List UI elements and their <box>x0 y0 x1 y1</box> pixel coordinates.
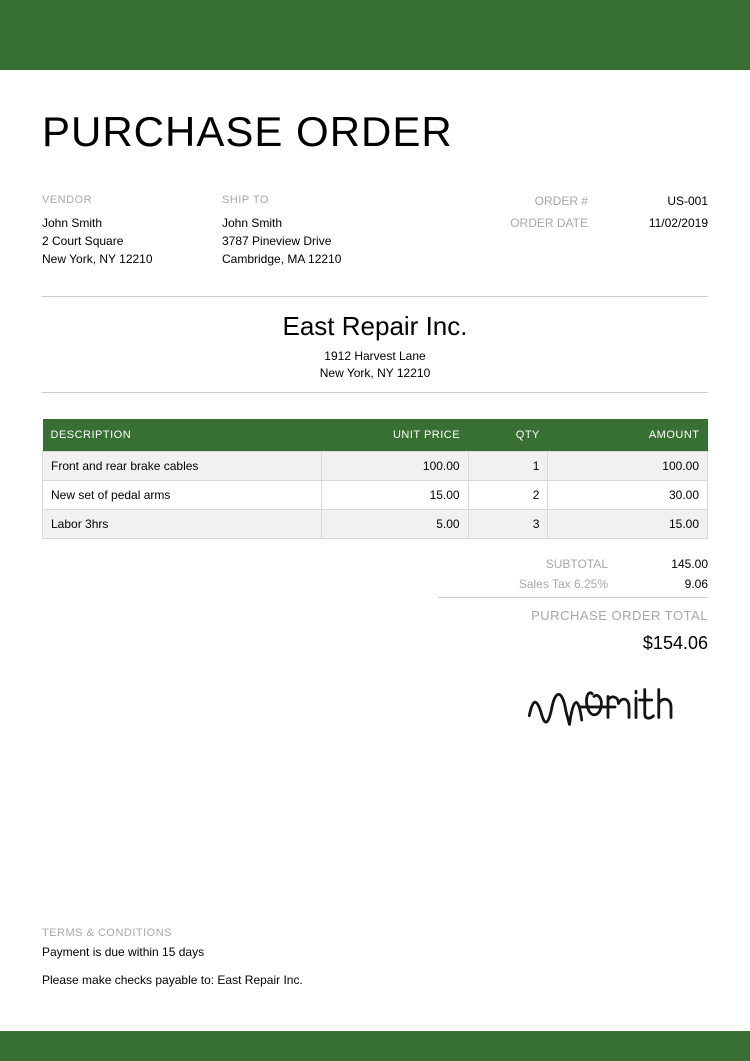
signature-icon <box>518 672 698 742</box>
order-number-value: US-001 <box>628 194 708 208</box>
header-qty: QTY <box>468 419 548 452</box>
cell-price: 5.00 <box>322 509 468 538</box>
cell-amount: 30.00 <box>548 480 708 509</box>
company-block: East Repair Inc. 1912 Harvest Lane New Y… <box>42 297 708 392</box>
table-header-row: DESCRIPTION UNIT PRICE QTY AMOUNT <box>43 419 708 452</box>
shipto-block: SHIP TO John Smith 3787 Pineview Drive C… <box>222 194 402 268</box>
company-street: 1912 Harvest Lane <box>42 348 708 365</box>
bottom-accent-bar <box>0 1031 750 1061</box>
shipto-city: Cambridge, MA 12210 <box>222 250 402 268</box>
company-city: New York, NY 12210 <box>42 365 708 382</box>
top-accent-bar <box>0 0 750 70</box>
shipto-street: 3787 Pineview Drive <box>222 232 402 250</box>
table-row: New set of pedal arms15.00230.00 <box>43 480 708 509</box>
grand-total-label: PURCHASE ORDER TOTAL <box>42 608 708 623</box>
signature-block <box>42 672 708 745</box>
order-number-label: ORDER # <box>498 194 588 208</box>
subtotal-value: 145.00 <box>608 557 708 571</box>
tax-label: Sales Tax 6.25% <box>448 577 608 591</box>
header-info-row: VENDOR John Smith 2 Court Square New Yor… <box>42 194 708 268</box>
cell-desc: Front and rear brake cables <box>43 451 322 480</box>
cell-amount: 100.00 <box>548 451 708 480</box>
order-date-value: 11/02/2019 <box>628 216 708 230</box>
vendor-street: 2 Court Square <box>42 232 222 250</box>
shipto-label: SHIP TO <box>222 194 402 206</box>
cell-qty: 3 <box>468 509 548 538</box>
subtotal-label: SUBTOTAL <box>448 557 608 571</box>
tax-value: 9.06 <box>608 577 708 591</box>
cell-desc: New set of pedal arms <box>43 480 322 509</box>
cell-price: 15.00 <box>322 480 468 509</box>
cell-qty: 2 <box>468 480 548 509</box>
terms-line-1: Payment is due within 15 days <box>42 945 708 959</box>
line-items-table: DESCRIPTION UNIT PRICE QTY AMOUNT Front … <box>42 419 708 539</box>
header-description: DESCRIPTION <box>43 419 322 452</box>
table-row: Labor 3hrs5.00315.00 <box>43 509 708 538</box>
order-meta-block: ORDER # US-001 ORDER DATE 11/02/2019 <box>402 194 708 268</box>
shipto-name: John Smith <box>222 214 402 232</box>
cell-price: 100.00 <box>322 451 468 480</box>
vendor-block: VENDOR John Smith 2 Court Square New Yor… <box>42 194 222 268</box>
header-amount: AMOUNT <box>548 419 708 452</box>
grand-total-value: $154.06 <box>42 633 708 654</box>
cell-amount: 15.00 <box>548 509 708 538</box>
terms-heading: TERMS & CONDITIONS <box>42 927 708 939</box>
order-date-label: ORDER DATE <box>498 216 588 230</box>
document-title: PURCHASE ORDER <box>42 108 708 156</box>
cell-qty: 1 <box>468 451 548 480</box>
totals-separator <box>438 597 708 598</box>
terms-block: TERMS & CONDITIONS Payment is due within… <box>42 927 708 1001</box>
cell-desc: Labor 3hrs <box>43 509 322 538</box>
vendor-label: VENDOR <box>42 194 222 206</box>
vendor-name: John Smith <box>42 214 222 232</box>
vendor-city: New York, NY 12210 <box>42 250 222 268</box>
company-name: East Repair Inc. <box>42 311 708 342</box>
header-unit-price: UNIT PRICE <box>322 419 468 452</box>
table-row: Front and rear brake cables100.001100.00 <box>43 451 708 480</box>
separator <box>42 392 708 393</box>
terms-line-2: Please make checks payable to: East Repa… <box>42 973 708 987</box>
totals-block: SUBTOTAL 145.00 Sales Tax 6.25% 9.06 PUR… <box>42 557 708 654</box>
